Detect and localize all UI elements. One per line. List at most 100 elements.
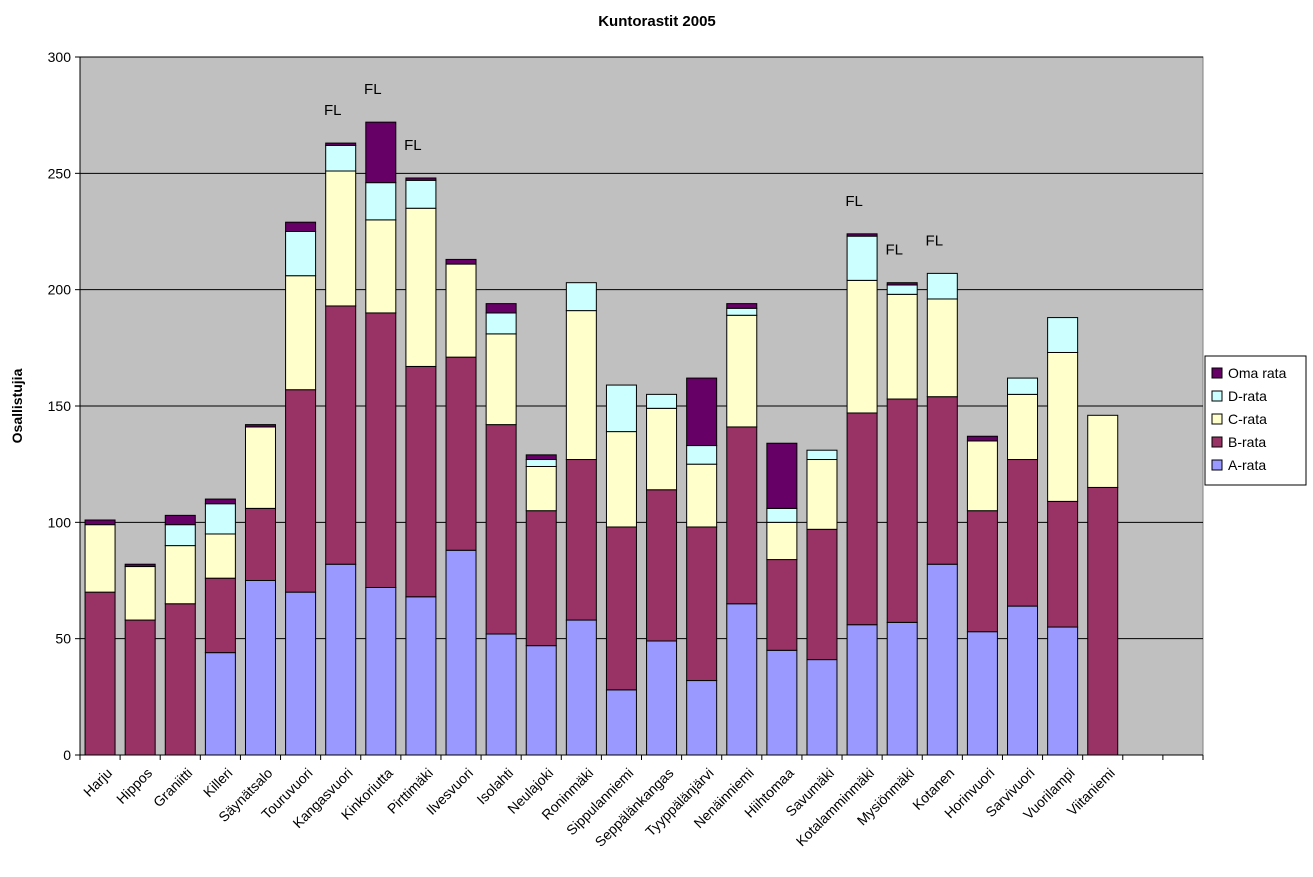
bar-segment: [846, 624, 878, 756]
bar-segment: [204, 498, 236, 505]
bar-segment: [966, 510, 998, 633]
bar-segment: [285, 389, 317, 593]
bar-segment: [124, 563, 156, 568]
bar-segment: [1047, 351, 1079, 502]
annotation-label: FL: [885, 242, 903, 259]
bar-segment: [405, 177, 437, 181]
y-tick-label: 0: [63, 747, 71, 763]
bar-segment: [1087, 486, 1119, 756]
bar-segment: [686, 680, 718, 756]
bar-segment: [966, 631, 998, 756]
bar-segment: [365, 586, 397, 756]
bar-segment: [1007, 377, 1039, 395]
bar-segment: [204, 503, 236, 535]
bar-segment: [445, 258, 477, 265]
bar-segment: [285, 231, 317, 277]
annotation-label: FL: [404, 137, 422, 154]
bar-segment: [686, 377, 718, 447]
bar-segment: [1007, 605, 1039, 756]
bar-segment: [726, 303, 758, 309]
chart-title: Kuntorastit 2005: [598, 13, 716, 30]
bar-segment: [84, 591, 116, 756]
bar-segment: [1047, 500, 1079, 628]
bar-segment: [485, 333, 517, 426]
bar-segment: [686, 463, 718, 528]
bar-segment: [405, 596, 437, 756]
bar-segment: [405, 179, 437, 209]
bar-segment: [1047, 317, 1079, 353]
bar-segment: [485, 303, 517, 314]
bar-segment: [886, 282, 918, 286]
y-tick-label: 250: [48, 165, 72, 181]
bar-segment: [605, 689, 637, 756]
bar-segment: [565, 619, 597, 756]
legend-swatch: [1211, 390, 1223, 402]
bar-segment: [766, 521, 798, 561]
bar-segment: [886, 293, 918, 400]
bar-segment: [365, 219, 397, 314]
bar-segment: [766, 649, 798, 756]
bar-segment: [1007, 459, 1039, 607]
bar-segment: [806, 449, 838, 461]
bar-segment: [605, 431, 637, 528]
annotation-label: FL: [324, 102, 342, 119]
bar-segment: [846, 412, 878, 626]
bar-segment: [325, 563, 357, 756]
x-tick-label: Harju: [80, 765, 115, 800]
bar-segment: [1047, 626, 1079, 756]
y-tick-label: 150: [48, 398, 72, 414]
bar-segment: [1007, 393, 1039, 461]
bar-segment: [365, 312, 397, 588]
y-ticks: 0 50 100 150 200 250 300: [48, 49, 80, 763]
bar-segment: [726, 314, 758, 428]
bar-segment: [84, 524, 116, 593]
y-tick-label: 50: [55, 631, 71, 647]
bar-segment: [886, 621, 918, 756]
bar-segment: [204, 652, 236, 756]
x-tick-label: Killeri: [200, 765, 236, 801]
bar-segment: [806, 659, 838, 756]
bar-segment: [966, 440, 998, 512]
bar-segment: [926, 563, 958, 756]
bar-segment: [646, 640, 678, 756]
bar-segment: [325, 144, 357, 172]
legend-swatch: [1211, 413, 1223, 425]
bar-segment: [325, 170, 357, 307]
bar-segment: [244, 580, 276, 756]
bar-segment: [726, 307, 758, 316]
legend: Oma rata D-rata C-rata B-rata A-rata: [1204, 355, 1307, 486]
bar-segment: [646, 407, 678, 491]
bar-segment: [525, 454, 557, 461]
bar-segment: [726, 426, 758, 605]
bar-segment: [244, 426, 276, 509]
legend-swatch: [1211, 436, 1223, 448]
y-tick-label: 100: [48, 514, 72, 530]
legend-label: A-rata: [1228, 457, 1266, 473]
bar-segment: [1087, 414, 1119, 488]
bar-segment: [686, 526, 718, 682]
bar-segment: [806, 459, 838, 530]
bar-segment: [726, 603, 758, 756]
bar-segment: [846, 233, 878, 237]
bar-segment: [565, 310, 597, 461]
bar-segment: [405, 365, 437, 598]
bar-segment: [565, 459, 597, 621]
bars: [84, 121, 1119, 756]
bar-segment: [926, 272, 958, 300]
bar-segment: [204, 533, 236, 579]
bar-segment: [525, 459, 557, 467]
bar-segment: [926, 396, 958, 565]
bar-segment: [365, 182, 397, 221]
bar-segment: [766, 559, 798, 651]
bar-segment: [124, 619, 156, 756]
legend-swatch: [1211, 459, 1223, 471]
bar-segment: [285, 275, 317, 391]
bar-segment: [646, 393, 678, 409]
legend-label: B-rata: [1228, 434, 1266, 450]
bar-segment: [806, 528, 838, 661]
legend-label: C-rata: [1228, 411, 1267, 427]
bar-segment: [164, 514, 196, 526]
legend-label: Oma rata: [1228, 365, 1287, 381]
